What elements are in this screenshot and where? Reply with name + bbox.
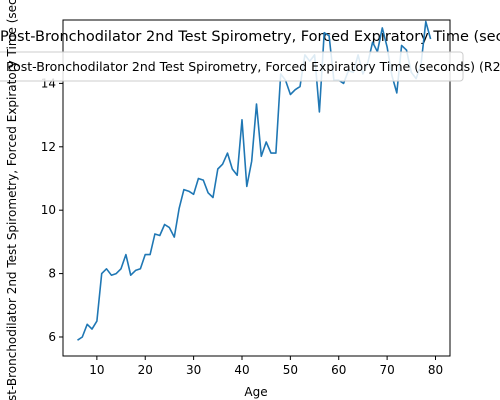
- y-tick-label: 10: [41, 203, 56, 217]
- x-tick-label: 60: [331, 363, 346, 377]
- x-tick-label: 80: [428, 363, 443, 377]
- y-tick-label: 6: [48, 330, 56, 344]
- series-line: [77, 20, 432, 341]
- x-tick-label: 40: [234, 363, 249, 377]
- x-tick-label: 10: [89, 363, 104, 377]
- plot-area: [62, 19, 451, 357]
- legend-box: [0, 51, 464, 82]
- chart-title: Post-Bronchodilator 2nd Test Spirometry,…: [0, 29, 500, 45]
- x-axis-label: Age: [244, 385, 267, 399]
- y-tick-label: 12: [41, 140, 56, 154]
- x-tick-label: 50: [283, 363, 298, 377]
- x-tick-label: 30: [186, 363, 201, 377]
- y-axis-label: Post-Bronchodilator 2nd Test Spirometry,…: [5, 0, 19, 400]
- legend: Post-Bronchodilator 2nd Test Spirometry,…: [0, 51, 500, 82]
- legend-label: Post-Bronchodilator 2nd Test Spirometry,…: [6, 59, 500, 74]
- x-axis: 10 20 30 40 50 60 70 80: [89, 356, 443, 377]
- x-tick-label: 20: [138, 363, 153, 377]
- x-tick-label: 70: [379, 363, 394, 377]
- y-tick-label: 8: [48, 267, 56, 281]
